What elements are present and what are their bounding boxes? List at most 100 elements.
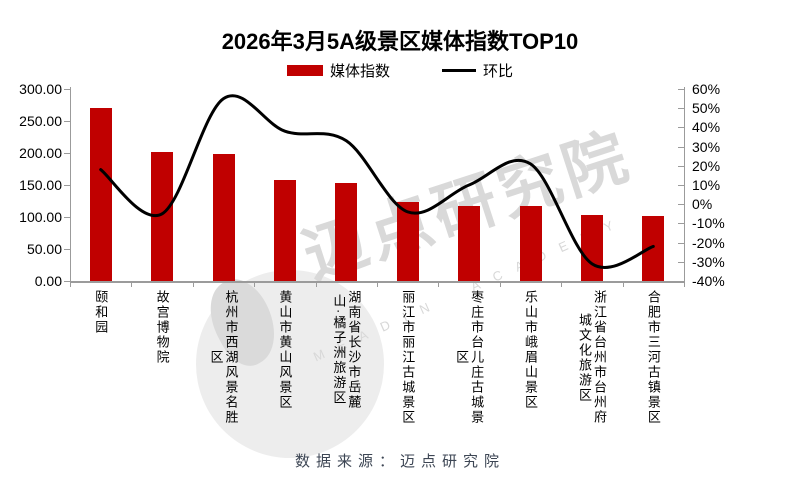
bar: [519, 206, 542, 281]
legend-line-label: 环比: [483, 63, 514, 80]
bar: [396, 201, 419, 281]
x-axis-label: 合肥市三河古镇景区: [645, 290, 661, 425]
y-axis-right-tick: [678, 127, 684, 129]
x-axis-tick: [622, 281, 624, 287]
legend-item-mom: 环比: [442, 60, 513, 81]
x-label-cell: 合肥市三河古镇景区: [623, 290, 684, 425]
bar-cell: [254, 89, 315, 281]
y-axis-left-tick: [64, 249, 70, 250]
y-axis-right-label: 60%: [692, 81, 721, 97]
y-axis-right-label: 30%: [692, 138, 721, 155]
legend-line-swatch: [442, 69, 476, 72]
x-axis-label: 故宫博物院: [154, 290, 170, 365]
x-axis-tick: [684, 281, 685, 287]
bar: [273, 179, 296, 281]
bar: [89, 108, 112, 281]
y-axis-left-label: 150.00: [19, 177, 62, 193]
y-axis-right-line: [684, 87, 685, 281]
y-axis-left-label: 300.00: [19, 81, 62, 97]
x-label-cell: 黄山市黄山风景区: [254, 290, 315, 410]
y-axis-right-label: 20%: [692, 157, 721, 174]
bar: [580, 215, 603, 281]
y-axis-right-tick: [678, 281, 684, 282]
y-axis-right-tick: [678, 146, 684, 148]
y-axis-left-line: [70, 87, 71, 281]
y-axis-right-tick: [678, 89, 684, 90]
bar-cell: [131, 89, 192, 281]
y-axis-left-label: 250.00: [19, 113, 62, 129]
bar-cell: [70, 89, 131, 281]
y-axis-right-tick: [678, 185, 684, 186]
bar-cell: [193, 89, 254, 281]
y-axis-right-tick: [678, 204, 684, 206]
x-axis-label: 丽江市丽江古城景区: [400, 290, 416, 425]
y-axis-left-tick: [64, 281, 70, 282]
chart-title: 2026年3月5A级景区媒体指数TOP10: [221, 29, 579, 54]
x-axis-tick: [70, 281, 71, 287]
y-axis-right-label: 10%: [692, 177, 721, 193]
y-axis-left-label: 100.00: [19, 209, 62, 225]
x-axis-tick: [254, 281, 256, 287]
x-axis-tick: [192, 281, 194, 287]
y-axis-left-tick: [64, 121, 70, 122]
x-axis-label: 枣庄市台儿庄古城景 区: [454, 290, 485, 425]
x-label-cell: 丽江市丽江古城景区: [377, 290, 438, 425]
y-axis-right-label: -40%: [692, 273, 725, 289]
legend-bar-label: 媒体指数: [329, 63, 390, 80]
bars: [70, 89, 684, 281]
y-axis-right-tick: [678, 261, 684, 263]
y-axis-right-label: -30%: [692, 253, 725, 270]
y-axis-right-tick: [678, 223, 684, 225]
bar-cell: [561, 89, 622, 281]
y-axis-left-label: 0.00: [34, 273, 62, 289]
y-axis-left-tick: [64, 185, 70, 186]
x-axis-tick: [315, 281, 317, 287]
x-label-cell: 杭州市西湖风景名胜 区: [193, 290, 254, 425]
x-axis-tick: [499, 281, 501, 287]
x-label-cell: 故宫博物院: [131, 290, 192, 365]
x-axis-label: 颐和园: [93, 290, 109, 335]
x-label-cell: 浙江省台州市台州府 城文化旅游区: [561, 290, 622, 425]
y-axis-left-tick: [64, 89, 70, 90]
x-axis-label: 杭州市西湖风景名胜 区: [208, 290, 239, 425]
y-axis-right-tick: [678, 165, 684, 167]
y-axis-right-label: 0%: [692, 196, 713, 213]
bar-cell: [500, 89, 561, 281]
bar: [212, 154, 235, 281]
x-axis-tick: [561, 281, 563, 287]
x-label-cell: 枣庄市台儿庄古城景 区: [438, 290, 499, 425]
y-axis-right-tick: [678, 108, 684, 110]
bar-cell: [377, 89, 438, 281]
y-axis-left-tick: [64, 217, 70, 218]
x-label-cell: 湖南省长沙市岳麓 山·橘子洲旅游区: [316, 290, 377, 410]
y-axis-left-label: 50.00: [26, 241, 62, 257]
y-axis-right-label: 40%: [692, 119, 721, 136]
bar: [642, 215, 665, 281]
mom-line-path: [99, 94, 655, 269]
data-source: 数据来源：迈点研究院: [294, 453, 505, 470]
x-axis-label: 乐山市峨眉山景区: [523, 290, 539, 410]
legend-item-media-index: 媒体指数: [286, 60, 390, 81]
bar: [151, 151, 174, 281]
y-axis-right-label: -20%: [692, 234, 725, 251]
y-axis-left-label: 200.00: [19, 145, 62, 161]
bar-cell: [438, 89, 499, 281]
y-axis-left-tick: [64, 153, 70, 154]
bar-cell: [316, 89, 377, 281]
x-axis-labels: 颐和园 故宫博物院 杭州市西湖风景名胜 区 黄山市黄山风景区 湖南省长沙市岳麓 山·橘子…: [70, 290, 684, 425]
y-axis-right-label: 50%: [692, 100, 721, 117]
x-axis-label: 黄山市黄山风景区: [277, 290, 293, 410]
mom-line: [99, 94, 655, 269]
bar: [335, 183, 358, 281]
x-axis-label: 浙江省台州市台州府 城文化旅游区: [576, 290, 607, 425]
x-axis-tick: [131, 281, 133, 287]
x-label-cell: 乐山市峨眉山景区: [500, 290, 561, 410]
x-axis-tick: [377, 281, 378, 287]
y-axis-right-tick: [678, 242, 684, 244]
legend-bar-swatch: [286, 65, 323, 76]
bar-cell: [623, 89, 684, 281]
x-axis-label: 湖南省长沙市岳麓 山·橘子洲旅游区: [331, 290, 362, 410]
bar: [458, 205, 481, 281]
y-axis-right-label: -10%: [692, 215, 725, 232]
